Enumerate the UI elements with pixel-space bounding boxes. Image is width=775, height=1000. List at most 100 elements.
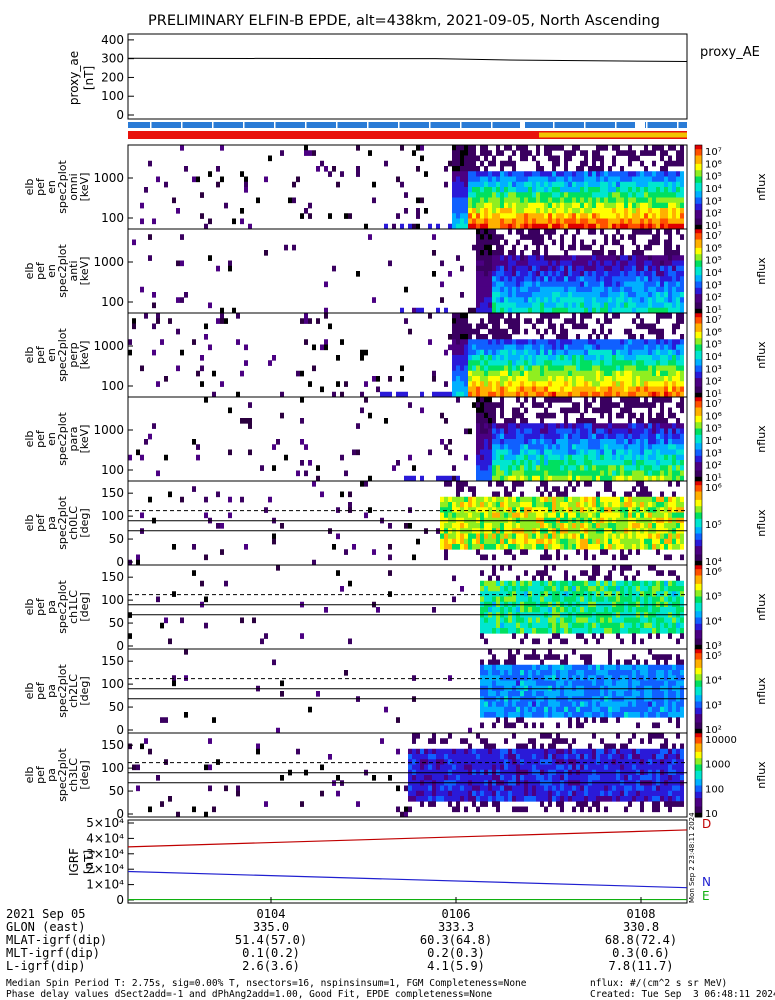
spectrogram-cell (668, 481, 672, 487)
spectrogram-cell (600, 412, 604, 419)
spectrogram-cell (528, 181, 532, 188)
spectrogram-cell (600, 197, 604, 204)
spectrogram-cell (636, 260, 640, 267)
spectrogram-cell (584, 370, 588, 377)
spectrogram-cell (616, 538, 620, 545)
spectrogram-cell (592, 575, 596, 582)
spectrogram-cell (252, 617, 256, 624)
spectrogram-cell (316, 465, 320, 471)
spectrogram-cell (508, 370, 512, 377)
spectrogram-cell (648, 617, 652, 624)
spectrogram-cell (612, 376, 616, 382)
spectrogram-cell (612, 307, 616, 314)
spectrogram-cell (512, 444, 516, 450)
spectrogram-cell (584, 470, 588, 477)
spectrogram-cell (588, 276, 592, 282)
spectrogram-cell (504, 365, 508, 372)
spectrogram-cell (496, 365, 500, 372)
spectrogram-cell (516, 187, 520, 193)
spectrogram-cell (588, 544, 592, 550)
colorbar-cell (695, 176, 702, 180)
spectrogram-cell (612, 187, 616, 193)
spectrogram-cell (604, 197, 608, 204)
spectrogram-cell (548, 402, 552, 408)
spectrogram-cell (520, 339, 524, 345)
spectrogram-cell (176, 208, 180, 214)
spectrogram-cell (536, 402, 540, 408)
spectrogram-cell (652, 470, 656, 477)
spectrogram-cell (676, 344, 680, 351)
spectrogram-cell (536, 512, 540, 519)
colorbar-cell (695, 510, 702, 513)
colorbar-tick-label: 10³ (705, 448, 722, 459)
spectrogram-cell (680, 391, 684, 398)
spectrogram-cell (536, 638, 540, 645)
spectrogram-cell (560, 496, 564, 503)
spectrogram-cell (512, 433, 516, 440)
spectrogram-cell (624, 554, 628, 561)
spectrogram-cell (552, 187, 556, 193)
spectrogram-cell (672, 533, 676, 540)
spectrogram-cell (520, 187, 524, 193)
spectrogram-cell (500, 591, 504, 597)
proxy-ae-tick-label: 300 (101, 52, 124, 66)
spectrogram-cell (536, 145, 540, 151)
spectrogram-cell (508, 313, 512, 319)
spectrogram-cell (356, 145, 360, 151)
spectrogram-cell (536, 596, 540, 603)
spectrogram-cell (644, 360, 648, 366)
spectrogram-cell (656, 229, 660, 235)
spectrogram-cell (548, 596, 552, 603)
spectrogram-cell (568, 255, 572, 261)
spectrogram-cell (504, 586, 508, 592)
spectrogram-cell (552, 470, 556, 477)
spectrogram-cell (576, 166, 580, 172)
spectrogram-cell (532, 218, 536, 225)
spectrogram-cell (540, 313, 544, 319)
proxy-ae-tick-label: 100 (101, 89, 124, 103)
spectrogram-cell (520, 360, 524, 366)
colorbar-cell (695, 229, 702, 232)
spectrogram-cell (656, 313, 660, 319)
spectrogram-cell (484, 607, 488, 613)
spectrogram-cell (648, 507, 652, 513)
spectrogram-cell (608, 171, 612, 177)
spectrogram-cell (504, 255, 508, 261)
spectrogram-cell (564, 617, 568, 624)
spectrogram-cell (244, 418, 248, 424)
spectrogram-cell (588, 349, 592, 356)
spectrogram-cell (532, 376, 536, 382)
spectrogram-cell (180, 260, 184, 267)
spectrogram-cell (588, 628, 592, 634)
spectrogram-cell (492, 271, 496, 277)
spectrogram-cell (524, 586, 528, 592)
spectrogram-cell (476, 397, 480, 403)
spectrogram-cell (576, 444, 580, 450)
spectrogram-cell (572, 302, 576, 309)
chart-title: PRELIMINARY ELFIN-B EPDE, alt=438km, 202… (148, 13, 660, 29)
spectrogram-cell (568, 155, 572, 162)
spectrogram-cell (680, 187, 684, 193)
spectrogram-cell (496, 323, 500, 330)
spectrogram-cell (264, 250, 268, 256)
spectrogram-cell (412, 223, 416, 230)
spectrogram-cell (644, 428, 648, 435)
spectrogram-cell (480, 302, 484, 309)
spectrogram-cell (560, 512, 564, 519)
spectrogram-cell (644, 302, 648, 309)
spectrogram-cell (548, 155, 552, 162)
spectrogram-cell (460, 208, 464, 214)
spectrogram-cell (500, 386, 504, 393)
spectrogram-cell (612, 176, 616, 183)
spectrogram-cell (600, 260, 604, 267)
spectrogram-cell (664, 360, 668, 366)
spectrogram-cell (588, 444, 592, 450)
spectrogram-cell (644, 276, 648, 282)
spectrogram-cell (588, 265, 592, 272)
spectrogram-cell (592, 223, 596, 230)
spectrogram-cell (640, 512, 644, 519)
spectrogram-cell (664, 376, 668, 382)
spectrogram-cell (588, 475, 592, 482)
spectrogram-cell (504, 491, 508, 498)
spectrogram-cell (512, 580, 516, 587)
